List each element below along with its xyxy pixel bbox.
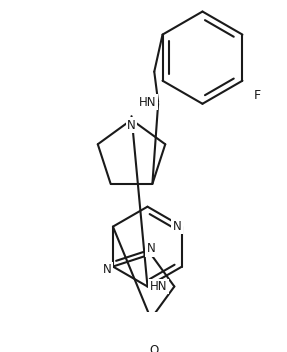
Text: N: N — [103, 263, 112, 276]
Text: F: F — [254, 89, 261, 102]
Text: N: N — [172, 220, 181, 233]
Text: HN: HN — [139, 95, 156, 108]
Text: O: O — [149, 344, 158, 352]
Text: N: N — [146, 243, 155, 256]
Text: HN: HN — [150, 280, 167, 293]
Text: N: N — [127, 119, 136, 132]
